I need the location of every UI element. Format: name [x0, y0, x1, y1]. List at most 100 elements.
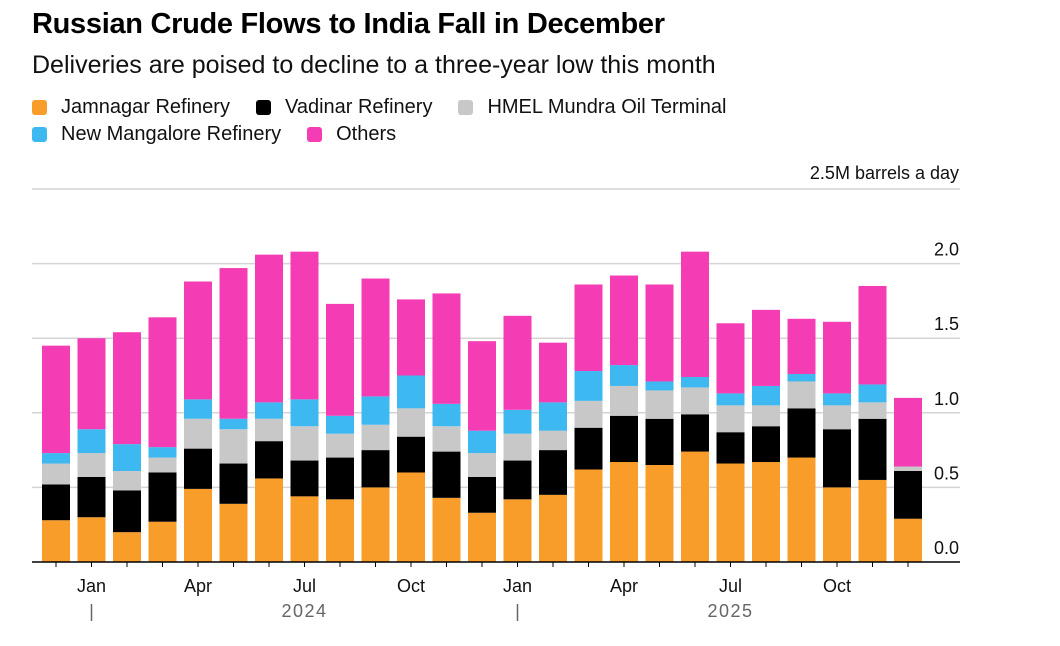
bar-segment-others [645, 284, 674, 382]
bar-segment-jamnagar-refinery [787, 457, 816, 562]
bar-segment-others [574, 284, 603, 372]
bar-segment-vadinar-refinery [148, 472, 177, 522]
bar-segment-hmel-mundra-oil-terminal [148, 457, 177, 473]
bar-segment-new-mangalore-refinery [326, 415, 354, 434]
y-tick-label: 0.5 [934, 463, 959, 483]
y-tick-label: 2.0 [934, 240, 959, 260]
bar-segment-new-mangalore-refinery [752, 385, 780, 406]
bar-segment-jamnagar-refinery [326, 499, 354, 562]
bar-segment-vadinar-refinery [77, 476, 106, 518]
bar-segment-hmel-mundra-oil-terminal [432, 426, 461, 452]
x-tick-label: Jan [77, 576, 106, 596]
legend-label-others: Others [336, 123, 397, 145]
bar-segment-vadinar-refinery [539, 450, 567, 495]
x-tick-label: Jul [293, 576, 316, 596]
bar-segment-new-mangalore-refinery [681, 376, 709, 388]
chart-subtitle: Deliveries are poised to decline to a th… [32, 51, 716, 79]
legend-row-1: Jamnagar Refinery Vadinar Refinery HMEL … [32, 94, 832, 121]
bar-segment-vadinar-refinery [42, 484, 70, 521]
bar-segment-others [361, 278, 390, 397]
bar-segment-vadinar-refinery [219, 463, 248, 504]
bar-segment-hmel-mundra-oil-terminal [752, 405, 780, 427]
bar-segment-hmel-mundra-oil-terminal [823, 405, 851, 430]
bar-segment-vadinar-refinery [645, 418, 674, 466]
legend-item-new-mangalore: New Mangalore Refinery [32, 123, 281, 146]
bar-segment-vadinar-refinery [823, 429, 851, 488]
x-tick-label: Apr [610, 576, 638, 596]
legend-item-jamnagar: Jamnagar Refinery [32, 96, 230, 119]
bar-segment-hmel-mundra-oil-terminal [255, 418, 283, 442]
bar-segment-others [468, 341, 496, 431]
legend-row-2: New Mangalore Refinery Others [32, 121, 832, 148]
bar-segment-hmel-mundra-oil-terminal [503, 433, 532, 461]
bar-segment-others [787, 318, 816, 375]
bar-segment-jamnagar-refinery [752, 462, 780, 562]
bar-segment-jamnagar-refinery [148, 521, 177, 562]
legend-label-vadinar: Vadinar Refinery [284, 96, 433, 118]
bar-segment-vadinar-refinery [397, 436, 425, 473]
bar-segment-new-mangalore-refinery [503, 409, 532, 434]
bar-segment-vadinar-refinery [787, 408, 816, 458]
bar-segment-jamnagar-refinery [219, 503, 248, 562]
bar-segment-new-mangalore-refinery [361, 396, 390, 425]
bar-segment-new-mangalore-refinery [787, 374, 816, 382]
bar-segment-vadinar-refinery [184, 448, 212, 489]
bar-segment-others [752, 309, 780, 386]
bar-segment-new-mangalore-refinery [645, 381, 674, 391]
bars [42, 251, 922, 562]
bar-segment-others [255, 254, 283, 403]
bar-segment-hmel-mundra-oil-terminal [894, 466, 922, 471]
legend-item-vadinar: Vadinar Refinery [255, 96, 433, 119]
bar-segment-hmel-mundra-oil-terminal [539, 430, 567, 451]
bar-segment-jamnagar-refinery [539, 494, 567, 562]
bar-segment-hmel-mundra-oil-terminal [113, 470, 141, 491]
bar-segment-hmel-mundra-oil-terminal [77, 453, 106, 477]
bar-segment-new-mangalore-refinery [397, 375, 425, 409]
bar-segment-new-mangalore-refinery [823, 393, 851, 406]
bar-segment-jamnagar-refinery [894, 518, 922, 562]
bar-segment-others [894, 397, 922, 467]
bar-segment-vadinar-refinery [255, 441, 283, 479]
bar-segment-vadinar-refinery [361, 450, 390, 488]
y-tick-label: 0.0 [934, 538, 959, 558]
bar-segment-hmel-mundra-oil-terminal [468, 453, 496, 477]
bar-segment-others [113, 332, 141, 445]
bar-segment-new-mangalore-refinery [290, 399, 319, 427]
bar-segment-others [610, 275, 638, 366]
bar-segment-others [858, 285, 887, 385]
bar-segment-new-mangalore-refinery [432, 403, 461, 427]
bar-segment-vadinar-refinery [326, 457, 354, 500]
bar-segment-others [432, 293, 461, 404]
bar-segment-new-mangalore-refinery [42, 453, 70, 464]
bar-segment-jamnagar-refinery [716, 463, 745, 562]
chart-title: Russian Crude Flows to India Fall in Dec… [32, 8, 665, 40]
y-axis-unit-label: 2.5M barrels a day [810, 163, 959, 183]
legend-swatch-others [307, 127, 323, 142]
legend-item-hmel: HMEL Mundra Oil Terminal [458, 96, 726, 119]
bar-segment-hmel-mundra-oil-terminal [681, 387, 709, 415]
bar-segment-others [148, 317, 177, 448]
bar-segment-vadinar-refinery [716, 432, 745, 464]
bar-segment-others [503, 315, 532, 410]
x-tick-label: Jan [503, 576, 532, 596]
bar-segment-hmel-mundra-oil-terminal [219, 429, 248, 464]
x-tick-label: Oct [397, 576, 425, 596]
bar-segment-jamnagar-refinery [823, 487, 851, 562]
bar-segment-others [326, 303, 354, 416]
legend-label-jamnagar: Jamnagar Refinery [61, 96, 230, 118]
bar-segment-new-mangalore-refinery [539, 402, 567, 431]
bar-segment-jamnagar-refinery [681, 451, 709, 562]
bar-segment-hmel-mundra-oil-terminal [184, 418, 212, 449]
y-tick-label: 1.5 [934, 314, 959, 334]
bar-segment-new-mangalore-refinery [148, 447, 177, 458]
x-year-label: 2024 [281, 601, 327, 621]
axes: 0.0 0.5 1.0 1.5 2.0 2.5M barrels a day Jan Apr J… [32, 163, 960, 621]
legend-label-new-mangalore: New Mangalore Refinery [61, 123, 282, 145]
x-tick-label: Oct [823, 576, 851, 596]
bar-segment-others [397, 299, 425, 376]
legend-swatch-vadinar [255, 100, 271, 115]
legend: Jamnagar Refinery Vadinar Refinery HMEL … [32, 94, 832, 148]
bar-segment-others [42, 345, 70, 454]
bar-segment-hmel-mundra-oil-terminal [361, 424, 390, 451]
legend-item-others: Others [307, 123, 396, 146]
